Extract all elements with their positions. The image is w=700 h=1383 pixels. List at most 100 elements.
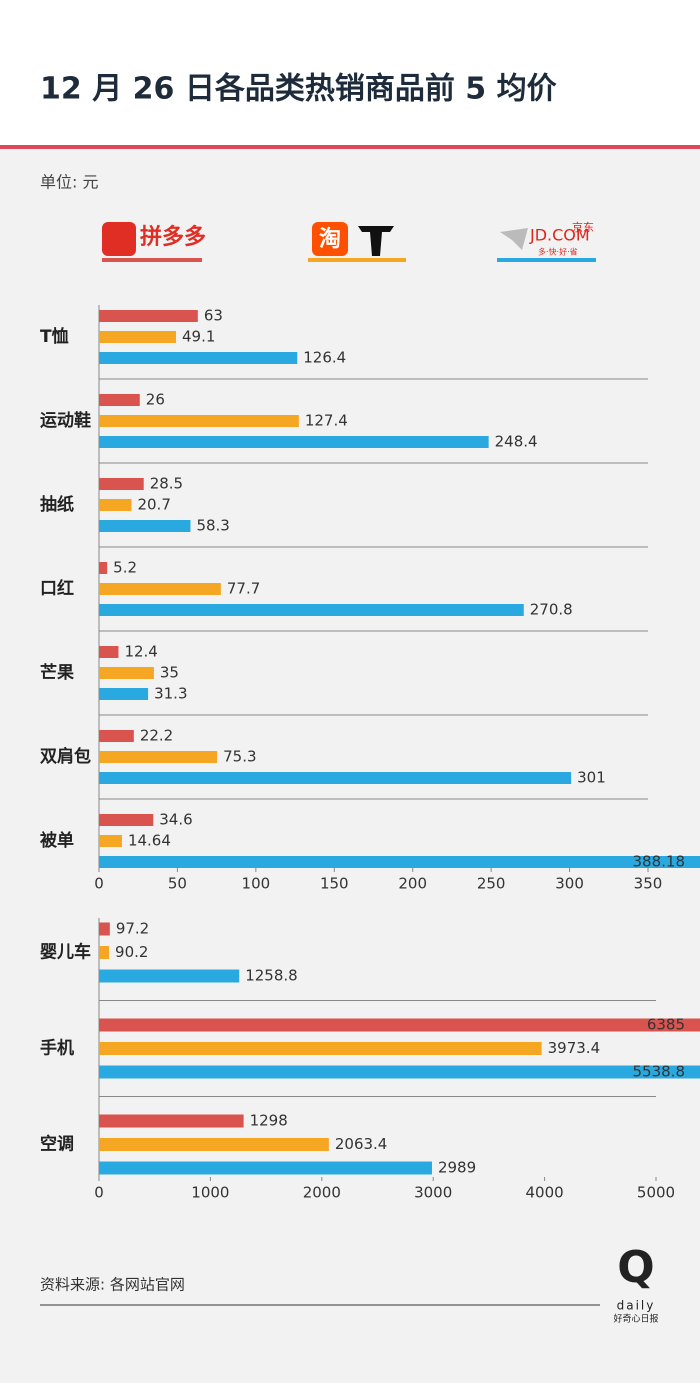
jd-cn: 京东 [572, 220, 594, 234]
value-label: 5538.8 [633, 1063, 686, 1081]
bar [99, 730, 134, 742]
bar [99, 688, 149, 700]
value-label: 127.4 [305, 412, 348, 430]
x-tick-label: 100 [242, 875, 271, 893]
legend-swatch [497, 258, 596, 262]
value-label: 5.2 [113, 559, 137, 577]
value-label: 20.7 [137, 496, 170, 514]
bar [99, 1042, 542, 1055]
value-label: 75.3 [223, 748, 256, 766]
bar [99, 835, 122, 847]
bar [99, 499, 132, 511]
value-label: 12.4 [124, 643, 157, 661]
x-tick-label: 1000 [191, 1184, 229, 1202]
bar [99, 814, 154, 826]
tmall-icon [358, 226, 394, 256]
category-label: 手机 [40, 1038, 74, 1059]
value-label: 97.2 [116, 920, 149, 938]
header-rule [0, 145, 700, 149]
bar [99, 478, 144, 490]
value-label: 126.4 [303, 349, 346, 367]
value-label: 301 [577, 769, 606, 787]
legend-swatch [102, 258, 202, 262]
x-tick-label: 4000 [526, 1184, 564, 1202]
bar [99, 310, 198, 322]
bar [99, 1161, 432, 1175]
bar [99, 646, 119, 658]
bar [99, 1065, 700, 1079]
x-tick-label: 300 [555, 875, 584, 893]
category-label: 运动鞋 [40, 410, 91, 431]
header-bg [0, 0, 700, 146]
bar [99, 946, 110, 959]
bar [99, 772, 572, 784]
value-label: 35 [160, 664, 179, 682]
bar [99, 352, 298, 364]
brand-logo: Q [617, 1242, 654, 1293]
jd-slogan: 多·快·好·省 [538, 247, 578, 257]
value-label: 388.18 [633, 853, 686, 871]
value-label: 1298 [250, 1112, 288, 1130]
bar [99, 667, 154, 679]
bar [99, 1138, 329, 1151]
bar [99, 969, 240, 983]
title: 12 月 26 日各品类热销商品前 5 均价 [40, 72, 557, 107]
value-label: 22.2 [140, 727, 173, 745]
value-label: 77.7 [227, 580, 260, 598]
bar [99, 922, 110, 936]
unit-label: 单位: 元 [40, 173, 98, 192]
x-tick-label: 250 [477, 875, 506, 893]
x-tick-label: 0 [94, 1184, 104, 1202]
value-label: 14.64 [128, 832, 171, 850]
brand-name: daily [617, 1299, 656, 1313]
value-label: 1258.8 [245, 967, 298, 985]
category-label: 芒果 [40, 662, 74, 683]
pdd-icon [102, 222, 136, 256]
x-tick-label: 50 [168, 875, 187, 893]
bar [99, 604, 524, 616]
x-tick-label: 3000 [414, 1184, 452, 1202]
bar [99, 331, 177, 343]
bar [99, 1018, 700, 1032]
value-label: 2989 [438, 1159, 476, 1177]
bar [99, 436, 489, 448]
bar [99, 562, 108, 574]
value-label: 28.5 [150, 475, 183, 493]
x-tick-label: 0 [94, 875, 104, 893]
value-label: 90.2 [115, 943, 148, 961]
value-label: 58.3 [196, 517, 229, 535]
x-tick-label: 150 [320, 875, 349, 893]
bar [99, 751, 218, 763]
category-label: 空调 [40, 1134, 74, 1155]
x-tick-label: 350 [634, 875, 663, 893]
x-tick-label: 2000 [303, 1184, 341, 1202]
legend-label: 拼多多 [140, 224, 206, 250]
bar [99, 415, 299, 427]
bar [99, 856, 700, 868]
value-label: 31.3 [154, 685, 187, 703]
category-label: 口红 [40, 578, 74, 599]
legend-label: 淘 [319, 226, 341, 252]
brand-tagline: 好奇心日报 [613, 1313, 658, 1325]
value-label: 3973.4 [548, 1039, 601, 1057]
jd-icon [500, 228, 528, 250]
category-label: 婴儿车 [40, 942, 91, 963]
category-label: 双肩包 [40, 746, 91, 767]
category-label: 被单 [40, 830, 74, 851]
bar [99, 1114, 244, 1128]
bar [99, 583, 221, 595]
value-label: 6385 [647, 1016, 685, 1034]
value-label: 270.8 [530, 601, 573, 619]
taobao-icon [312, 222, 348, 256]
value-label: 63 [204, 307, 223, 325]
value-label: 49.1 [182, 328, 215, 346]
legend-swatch [308, 258, 406, 262]
legend-label: JD.COM [529, 226, 590, 245]
value-label: 2063.4 [335, 1135, 388, 1153]
value-label: 34.6 [159, 811, 192, 829]
x-tick-label: 5000 [637, 1184, 675, 1202]
x-tick-label: 200 [398, 875, 427, 893]
value-label: 26 [146, 391, 165, 409]
